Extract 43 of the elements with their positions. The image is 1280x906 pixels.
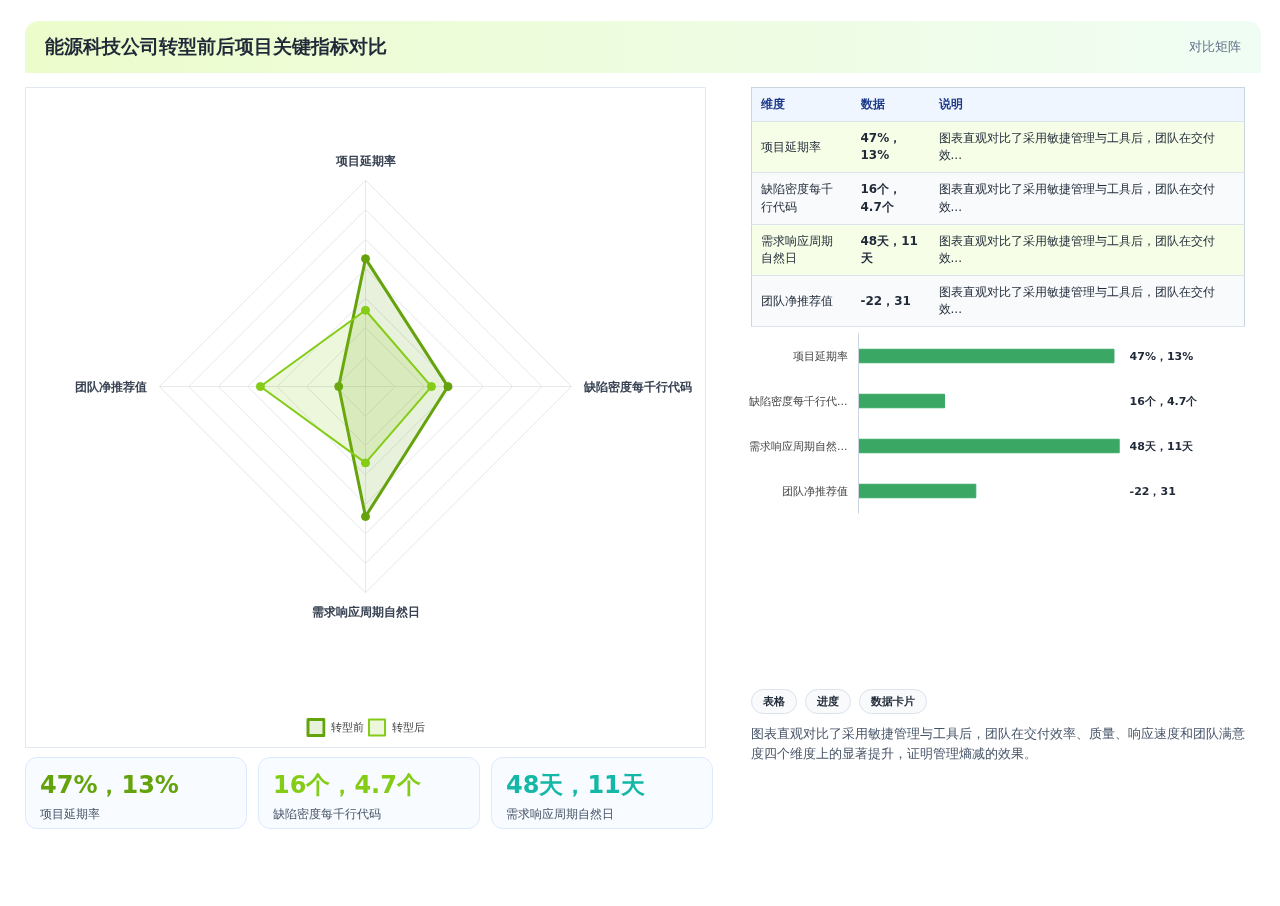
- text: 需求响应周期自然日: [760, 232, 834, 267]
- text: 能源科技公司转型前后项目关键指标对比: [45, 34, 387, 60]
- bar: [858, 438, 1120, 454]
- y-tick-label: 缺陷密度每千行代...: [749, 394, 848, 408]
- text: 48天，11天: [1129, 439, 1195, 453]
- text: 48天，11天: [859, 232, 919, 267]
- text: 图表直观对比了采用敏捷管理与工具后，团队在交付效...: [937, 181, 1216, 216]
- text: 16个，4.7个: [273, 770, 422, 801]
- text: 48天，11天: [506, 770, 646, 801]
- text: 数据: [859, 96, 886, 113]
- text: 表格: [751, 689, 797, 714]
- bar: [858, 483, 977, 499]
- text: 16个，4.7个: [1129, 394, 1199, 408]
- spoke-label: 团队净推荐值: [75, 379, 148, 394]
- spoke-label: 需求响应周期自然日: [311, 605, 420, 620]
- text: 缺陷密度每千行代码: [273, 806, 382, 824]
- text: 需求响应周期自然日: [506, 806, 615, 824]
- y-tick-label: 项目延期率: [792, 349, 848, 363]
- text: 对比矩阵: [1189, 37, 1241, 56]
- text: 图表直观对比了采用敏捷管理与工具后，团队在交付效...: [937, 232, 1216, 267]
- text: 图表直观对比了采用敏捷管理与工具后，团队在交付效...: [937, 284, 1216, 319]
- text: 47%，13%: [1129, 349, 1194, 363]
- legend-label: 转型前: [330, 719, 364, 735]
- text: -22，31: [1129, 484, 1176, 498]
- text: 进度: [805, 689, 851, 714]
- spoke-label: 缺陷密度每千行代码: [582, 379, 692, 394]
- spoke-label: 项目延期率: [334, 153, 396, 168]
- text: 数据卡片: [859, 689, 927, 714]
- bar: [858, 348, 1115, 364]
- text: 缺陷密度每千行代码: [760, 181, 834, 216]
- text: 维度: [760, 96, 786, 113]
- text: 47%，13%: [859, 130, 903, 165]
- legend-label: 转型后: [391, 719, 425, 735]
- text: 47%，13%: [40, 770, 180, 801]
- bar: [858, 393, 946, 409]
- text: 图表直观对比了采用敏捷管理与工具后，团队在交付效...: [937, 130, 1216, 165]
- y-tick-label: 需求响应周期自然...: [749, 439, 848, 453]
- text: 16个，4.7个: [859, 181, 903, 216]
- text: 项目延期率: [40, 806, 101, 824]
- text: 图表直观对比了采用敏捷管理与工具后，团队在交付效率、质量、响应速度和团队满意度四个维度上的显著提升，证明管理熵减的效果。: [751, 725, 1245, 764]
- text: -22，31: [859, 292, 912, 310]
- text: 说明: [937, 96, 964, 113]
- y-tick-label: 团队净推荐值: [781, 484, 848, 498]
